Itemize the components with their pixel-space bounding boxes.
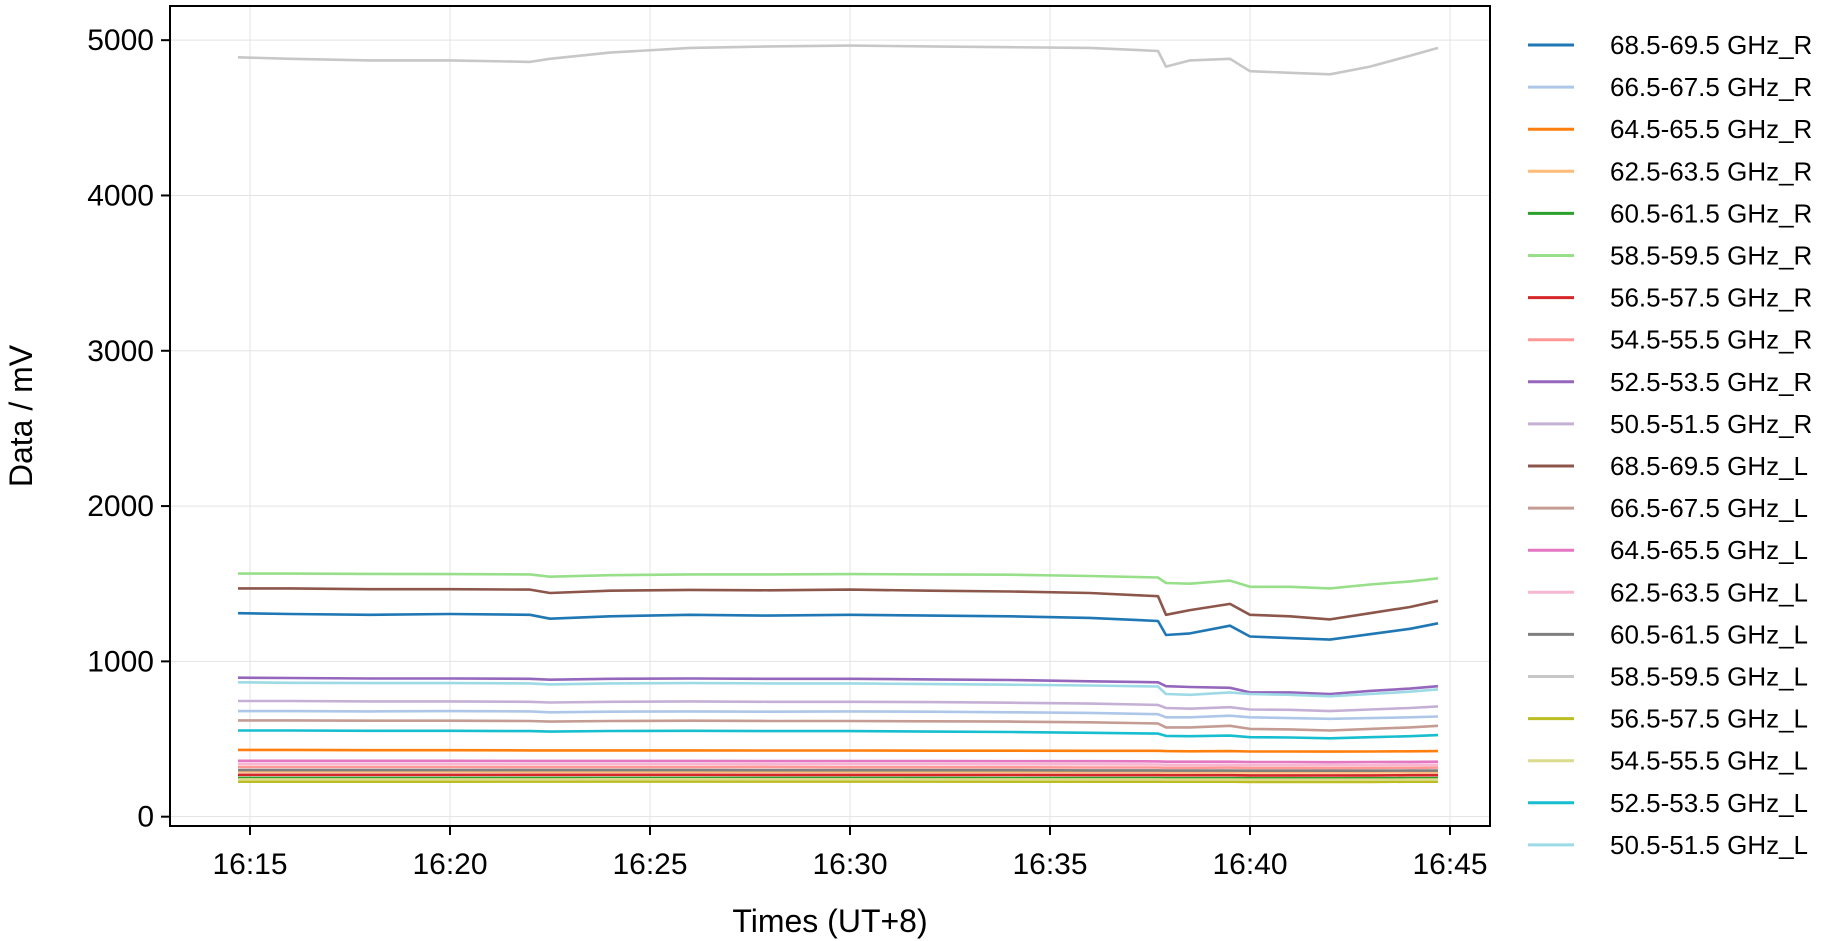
legend-entry-label: 68.5-69.5 GHz_L	[1610, 451, 1808, 481]
series-line-13	[238, 759, 1439, 764]
series-line-7	[238, 773, 1438, 777]
series-line-3	[238, 748, 1439, 753]
series-layer	[237, 44, 1439, 784]
legend-entry-label: 66.5-67.5 GHz_L	[1610, 493, 1808, 523]
y-axis: 0 1000 2000 3000 4000 5000	[87, 24, 170, 834]
legend-entry-label: 60.5-61.5 GHz_R	[1610, 198, 1812, 228]
legend-entry-label: 64.5-65.5 GHz_L	[1610, 535, 1808, 565]
legend-entry-label: 50.5-51.5 GHz_L	[1610, 830, 1808, 860]
legend-entry-label: 68.5-69.5 GHz_R	[1610, 30, 1812, 60]
series-line-2	[238, 709, 1439, 721]
series-line-16	[237, 44, 1439, 76]
x-axis-label: Times (UT+8)	[732, 903, 927, 939]
y-tick-label: 4000	[87, 179, 154, 212]
series-line-11	[238, 587, 1439, 621]
series-line-9	[237, 676, 1439, 696]
x-tick-label: 16:45	[1412, 848, 1487, 881]
legend-entry-label: 54.5-55.5 GHz_R	[1610, 325, 1812, 355]
series-line-12	[238, 719, 1439, 732]
x-tick-label: 16:40	[1212, 848, 1287, 881]
legend-entry-label: 56.5-57.5 GHz_R	[1610, 283, 1812, 313]
plot-frame	[169, 5, 1491, 827]
legend-entry-label: 62.5-63.5 GHz_L	[1610, 577, 1808, 607]
x-tick-label: 16:30	[812, 848, 887, 881]
legend-entry-label: 50.5-51.5 GHz_R	[1610, 409, 1812, 439]
x-tick-label: 16:20	[412, 848, 487, 881]
legend-entry-label: 54.5-55.5 GHz_L	[1610, 746, 1808, 776]
legend-entry-label: 52.5-53.5 GHz_R	[1610, 367, 1812, 397]
legend-entry-label: 52.5-53.5 GHz_L	[1610, 788, 1808, 818]
series-line-14	[238, 762, 1438, 767]
legend-entry-label: 56.5-57.5 GHz_L	[1610, 704, 1808, 734]
y-tick-label: 3000	[87, 335, 154, 368]
series-line-8	[238, 765, 1439, 770]
y-tick-label: 5000	[87, 24, 154, 57]
legend-entry-label: 58.5-59.5 GHz_L	[1610, 662, 1808, 692]
x-tick-label: 16:25	[612, 848, 687, 881]
x-axis: 16:15 16:20 16:25 16:30 16:35 16:40 16:45	[212, 826, 1488, 881]
legend-entry-label: 62.5-63.5 GHz_R	[1610, 156, 1812, 186]
series-line-1	[237, 611, 1439, 641]
x-tick-label: 16:15	[212, 848, 287, 881]
legend-entry-label: 64.5-65.5 GHz_R	[1610, 114, 1812, 144]
series-line-19	[238, 729, 1439, 740]
legend: 68.5-69.5 GHz_R 66.5-67.5 GHz_R 64.5-65.5 …	[1528, 30, 1812, 860]
y-tick-label: 0	[137, 801, 154, 834]
series-line-15	[238, 768, 1438, 773]
series-line-6	[238, 572, 1439, 590]
y-axis-label: Data / mV	[3, 344, 39, 487]
x-tick-label: 16:35	[1012, 848, 1087, 881]
legend-entry-label: 66.5-67.5 GHz_R	[1610, 72, 1812, 102]
y-tick-label: 2000	[87, 490, 154, 523]
y-tick-label: 1000	[87, 645, 154, 678]
legend-entry-label: 58.5-59.5 GHz_R	[1610, 241, 1812, 271]
legend-entry-label: 60.5-61.5 GHz_L	[1610, 619, 1808, 649]
series-line-20	[237, 681, 1439, 698]
grid	[170, 6, 1490, 826]
series-line-10	[238, 699, 1439, 713]
series-line-4	[238, 770, 1438, 774]
